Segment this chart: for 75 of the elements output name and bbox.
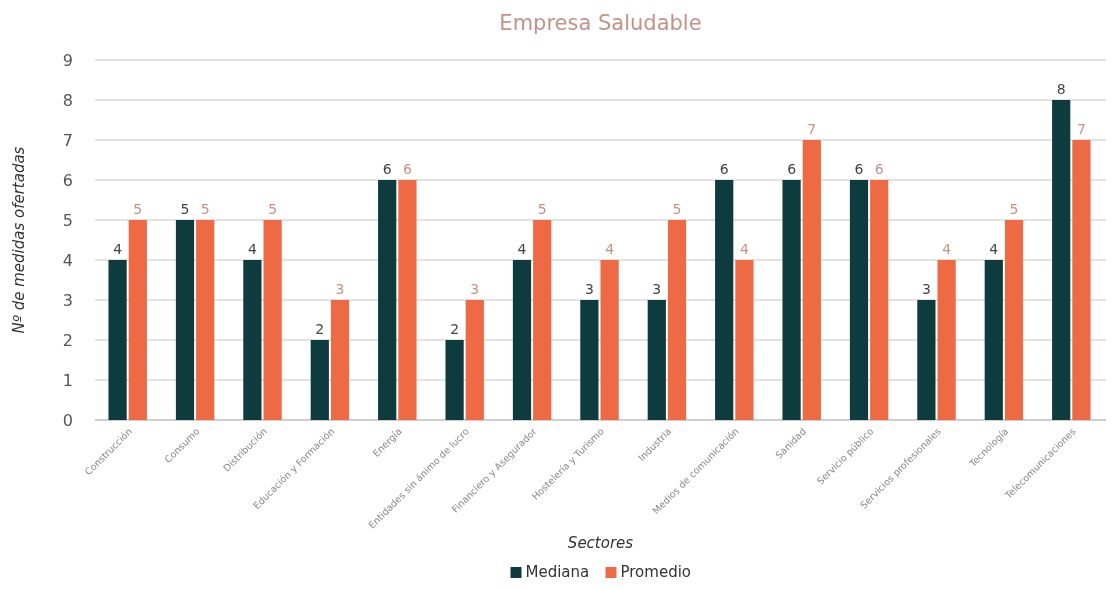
data-label: 6 (382, 161, 392, 177)
bar (849, 180, 869, 420)
data-label: 6 (874, 161, 884, 177)
bar (108, 260, 127, 420)
bar (802, 140, 821, 420)
data-label: 3 (652, 281, 662, 297)
bar (782, 180, 801, 420)
bar (715, 180, 734, 420)
bar (647, 300, 666, 420)
data-label: 4 (739, 241, 749, 257)
bar (600, 260, 619, 420)
data-label: 5 (537, 201, 547, 217)
chart-title: Empresa Saludable (499, 11, 702, 35)
bar (175, 220, 195, 420)
bar (984, 260, 1003, 420)
legend-label: Promedio (620, 563, 692, 581)
data-label: 3 (335, 281, 345, 297)
y-tick-label: 3 (62, 290, 73, 310)
y-tick-label: 0 (62, 410, 73, 430)
y-axis-title: Nº de medidas ofertadas (10, 146, 28, 334)
data-label: 5 (200, 201, 210, 217)
data-label: 5 (268, 201, 278, 217)
bar (128, 220, 147, 420)
bar (533, 220, 552, 420)
bar (330, 300, 350, 420)
x-axis-title: Sectores (567, 534, 634, 552)
y-tick-label: 6 (62, 170, 73, 190)
data-label: 4 (605, 241, 615, 257)
legend-label: Mediana (525, 563, 590, 581)
bar (243, 260, 262, 420)
bar (310, 340, 329, 420)
y-tick-label: 8 (62, 90, 73, 110)
y-tick-label: 5 (62, 210, 73, 230)
bar (445, 340, 464, 420)
y-tick-label: 1 (62, 370, 73, 390)
y-tick-label: 2 (62, 330, 73, 350)
data-label: 4 (113, 241, 123, 257)
bar (465, 300, 484, 420)
bar (917, 300, 936, 420)
data-label: 5 (1009, 201, 1019, 217)
data-label: 6 (854, 161, 864, 177)
bar (580, 300, 599, 420)
y-tick-label: 7 (62, 130, 73, 150)
data-label: 4 (989, 241, 999, 257)
data-label: 8 (1056, 81, 1066, 97)
data-label: 2 (450, 321, 460, 337)
data-label: 7 (1076, 121, 1086, 137)
bar (870, 180, 889, 420)
data-label: 6 (402, 161, 412, 177)
data-label: 7 (807, 121, 817, 137)
bar (1052, 100, 1071, 420)
data-label: 6 (787, 161, 797, 177)
data-label: 4 (247, 241, 257, 257)
bar (667, 220, 687, 420)
bar (937, 260, 956, 420)
data-label: 6 (719, 161, 729, 177)
bar (263, 220, 282, 420)
bar (378, 180, 397, 420)
y-tick-label: 9 (62, 50, 73, 70)
y-tick-label: 4 (62, 250, 73, 270)
data-label: 5 (133, 201, 143, 217)
data-label: 4 (942, 241, 952, 257)
bar (398, 180, 417, 420)
data-label: 4 (517, 241, 527, 257)
data-label: 3 (584, 281, 594, 297)
bar (196, 220, 215, 420)
bar (1004, 220, 1024, 420)
data-label: 3 (921, 281, 931, 297)
data-label: 5 (180, 201, 190, 217)
data-label: 5 (672, 201, 682, 217)
bar (1072, 140, 1091, 420)
data-label: 2 (315, 321, 325, 337)
bar (512, 260, 532, 420)
bar (735, 260, 754, 420)
data-label: 3 (470, 281, 480, 297)
